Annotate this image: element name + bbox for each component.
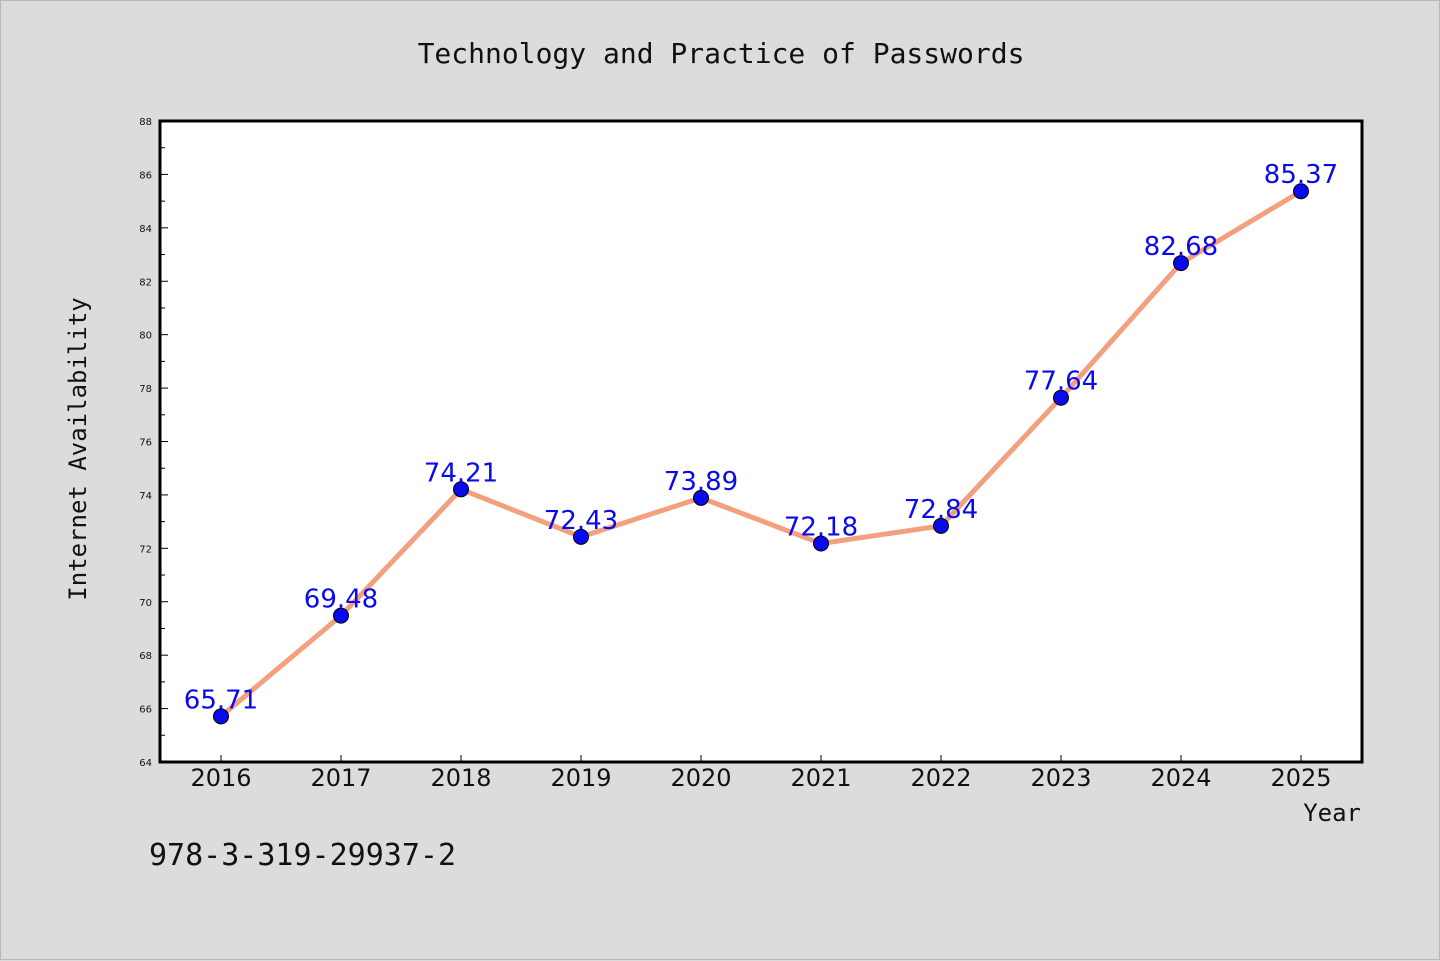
x-tick-label: 2022 bbox=[910, 764, 971, 792]
chart-title: Technology and Practice of Passwords bbox=[418, 37, 1025, 70]
data-label: 77.64 bbox=[1024, 367, 1098, 397]
x-tick-label: 2017 bbox=[310, 764, 371, 792]
isbn-text: 978-3-319-29937-2 bbox=[149, 838, 456, 873]
data-label: 72.43 bbox=[544, 506, 618, 536]
series-line bbox=[219, 189, 1303, 719]
data-label: 69.48 bbox=[304, 585, 378, 615]
data-point-marker bbox=[213, 708, 229, 725]
data-point-marker bbox=[1173, 255, 1189, 272]
y-tick-label: 66 bbox=[139, 705, 152, 716]
plot-area bbox=[158, 119, 1364, 764]
x-tick-label: 2025 bbox=[1270, 764, 1331, 792]
x-tick-label: 2020 bbox=[670, 764, 731, 792]
y-tick-label: 88 bbox=[139, 117, 152, 128]
data-label: 72.84 bbox=[904, 495, 978, 525]
y-axis-ticks: 64 66 68 70 72 74 76 78 80 82 84 86 88 bbox=[139, 117, 168, 769]
data-point-marker bbox=[1053, 389, 1069, 406]
y-tick-label: 74 bbox=[139, 491, 152, 502]
data-labels: 65.71 69.48 74.21 72.43 73.89 72.18 72.84 77.64… bbox=[184, 160, 1338, 715]
data-label: 73.89 bbox=[664, 467, 738, 497]
data-label: 74.21 bbox=[424, 458, 498, 488]
y-tick-label: 70 bbox=[139, 598, 152, 609]
data-point-marker bbox=[813, 535, 829, 552]
data-label: 85.37 bbox=[1264, 160, 1338, 190]
data-point-marker bbox=[693, 489, 709, 506]
data-label: 65.71 bbox=[184, 685, 258, 715]
x-tick-label: 2018 bbox=[430, 764, 491, 792]
x-axis-ticks: 2016 2017 2018 2019 2020 2021 2022 2023 2024 2025 bbox=[190, 755, 1332, 792]
y-tick-label: 82 bbox=[139, 277, 152, 288]
x-tick-label: 2023 bbox=[1030, 764, 1091, 792]
data-point-marker bbox=[333, 607, 349, 624]
data-point-marker bbox=[573, 528, 589, 545]
x-tick-label: 2016 bbox=[190, 764, 251, 792]
data-point-marker bbox=[933, 517, 949, 534]
data-point-marker bbox=[453, 481, 469, 498]
y-tick-label: 64 bbox=[139, 758, 152, 769]
y-tick-label: 86 bbox=[139, 170, 152, 181]
data-points bbox=[213, 183, 1309, 725]
y-tick-label: 84 bbox=[139, 224, 152, 235]
x-tick-label: 2019 bbox=[550, 764, 611, 792]
y-tick-label: 68 bbox=[139, 651, 152, 662]
data-label: 82.68 bbox=[1144, 232, 1218, 262]
y-tick-label: 72 bbox=[139, 544, 152, 555]
series-line-group bbox=[219, 189, 1303, 719]
y-tick-label: 80 bbox=[139, 331, 152, 342]
y-axis-label: Internet Availability bbox=[64, 297, 92, 600]
x-tick-label: 2024 bbox=[1150, 764, 1211, 792]
y-tick-label: 76 bbox=[139, 438, 152, 449]
data-point-marker bbox=[1293, 183, 1309, 200]
y-tick-label: 78 bbox=[139, 384, 152, 395]
data-label: 72.18 bbox=[784, 513, 858, 543]
x-axis-label: Year bbox=[1303, 799, 1361, 827]
x-tick-label: 2021 bbox=[790, 764, 851, 792]
